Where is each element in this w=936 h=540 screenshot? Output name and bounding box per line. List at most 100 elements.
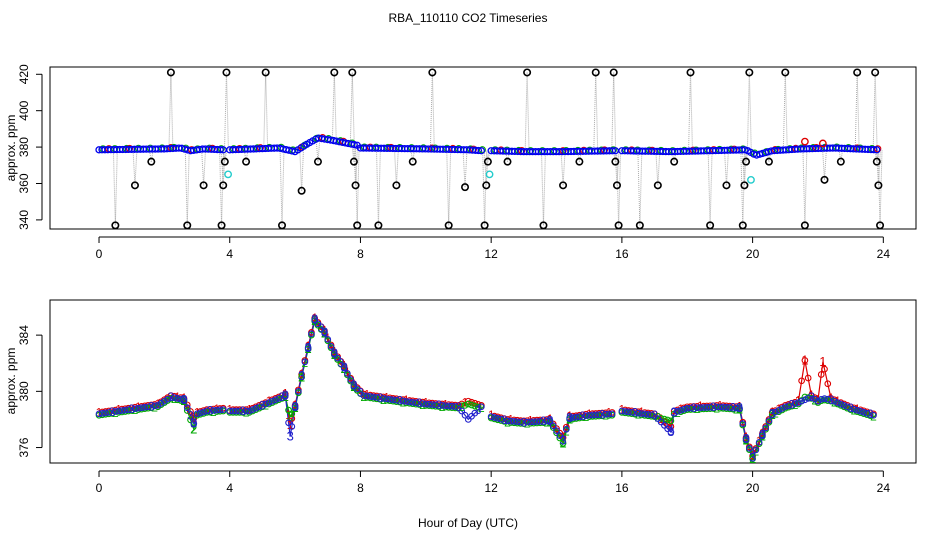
series-1-marker [804,374,812,382]
top-spike-trace [526,72,530,152]
series-1-label: 1 [321,323,328,338]
series-3-marker [700,404,707,411]
series-3-marker [680,405,688,413]
top-spike-trace [377,148,381,226]
series-2-label: 2 [331,347,338,362]
top-spike-trace [618,150,622,226]
series-2-label: 2 [749,451,756,466]
series-3-marker [589,411,596,419]
top-spike-trace [804,148,808,226]
series-3-marker [340,364,348,371]
series-3-label: 3 [749,450,756,464]
top-spike-marker [351,181,360,190]
series-3-marker [432,401,439,409]
series-3-marker [448,402,456,410]
series-2-marker [461,402,469,409]
series-2-label: 2 [341,362,348,376]
series-3-marker [677,406,685,414]
series-3-marker [98,410,106,417]
series-3-marker [742,435,750,443]
top-spike-marker [166,68,175,77]
top-y-tick-label: 400 [17,100,31,120]
series-3-marker [301,358,309,366]
top-spike-trace [446,149,450,226]
top-baseline-accent-marker [478,146,486,154]
series-3-marker [115,407,122,415]
series-1-marker [468,398,475,406]
series-3-marker [527,418,534,426]
series-2-label: 2 [566,411,573,426]
series-3-marker [324,335,332,343]
top-spike-trace [114,149,118,226]
top-y-axis-label: approx. ppm [4,115,18,182]
series-2-marker [667,417,675,425]
top-spike-trace [746,72,750,152]
series-3-marker [562,425,570,433]
series-3-marker [546,417,554,425]
series-2-label: 2 [736,402,743,417]
series-3-marker [255,403,263,411]
series-3-marker [229,407,237,415]
series-3-marker [383,395,390,403]
series-2-label: 2 [563,424,570,438]
series-3-label: 3 [298,368,305,383]
top-spike-marker [738,221,747,230]
series-1-label: 1 [190,410,197,425]
top-spike-trace [576,151,580,162]
series-3-marker [837,400,845,408]
series-3-marker [523,418,531,426]
top-spike-trace [299,147,303,191]
top-spike-trace [219,149,223,226]
top-spike-trace [482,150,486,226]
top-spike-trace [112,149,116,226]
series-3-marker [850,405,858,413]
series-3-marker [461,411,469,419]
series-2-marker [435,403,443,410]
top-baseline-accent-marker [874,145,882,153]
series-3-marker [412,399,420,407]
series-3-marker [719,403,727,411]
top-spike-marker [614,221,623,230]
top-spike-trace [354,145,358,226]
top-spike-marker [764,157,773,166]
series-3-marker [667,428,675,436]
bottom-x-tick-label: 4 [226,481,233,495]
series-3-marker [451,403,459,410]
top-spike-trace [616,150,620,186]
series-3-marker [304,344,312,352]
series-3-label: 3 [749,449,756,464]
series-3-marker [219,406,227,413]
series-3-marker [386,395,394,403]
series-3-label: 3 [546,413,553,428]
series-3-marker [180,396,188,404]
series-3-marker [360,392,368,399]
top-cyan-marker [485,170,494,179]
series-2-label: 2 [759,428,766,443]
top-spike-marker [874,181,883,190]
series-3-marker [703,404,711,411]
series-3-marker [379,395,387,402]
series-3-marker [344,370,351,377]
bottom-y-tick-label: 384 [17,325,31,345]
series-3-marker [795,399,802,406]
top-spike-trace [281,148,285,226]
top-red-marker [818,139,827,148]
series-3-marker [249,406,256,413]
series-3-marker [804,395,812,402]
series-1-marker [187,408,194,415]
series-3-marker [625,408,632,416]
top-spike-marker [800,221,809,230]
series-3-marker [726,404,734,411]
series-3-marker [232,407,240,415]
series-3-label: 3 [671,404,678,419]
series-3-marker [576,413,583,420]
top-spike-trace [688,72,692,152]
top-spike-trace [462,149,466,188]
top-spike-trace [265,72,269,149]
series-3-marker [151,402,158,410]
top-spike-marker [611,157,620,166]
top-spike-trace [690,72,693,152]
top-spike-marker [461,183,470,192]
